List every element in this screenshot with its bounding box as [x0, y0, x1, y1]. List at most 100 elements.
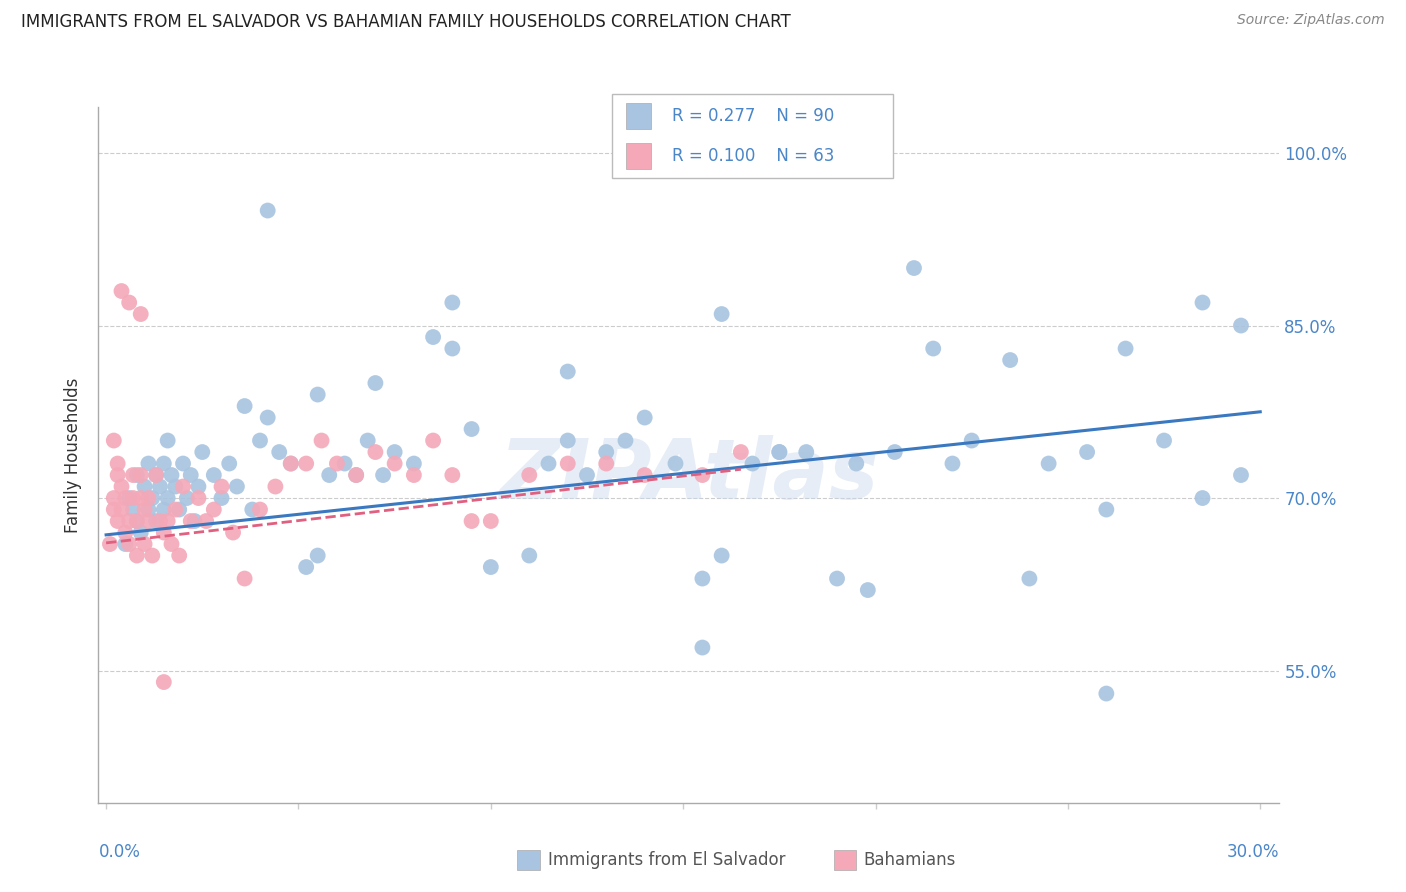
Point	[768, 445, 790, 459]
Point	[883, 445, 905, 459]
Point	[402, 468, 425, 483]
Point	[233, 572, 256, 586]
Point	[202, 502, 225, 516]
Point	[845, 457, 868, 471]
Point	[295, 457, 318, 471]
Point	[122, 468, 145, 483]
Point	[187, 479, 209, 493]
Point	[692, 572, 714, 586]
Point	[160, 537, 183, 551]
Point	[114, 537, 136, 551]
Point	[264, 479, 287, 493]
Point	[595, 445, 617, 459]
Point	[222, 525, 245, 540]
Point	[256, 410, 278, 425]
Point	[364, 445, 387, 459]
Point	[402, 457, 425, 471]
Point	[145, 468, 167, 483]
Point	[110, 502, 132, 516]
Point	[98, 537, 121, 551]
Point	[441, 295, 464, 310]
Point	[110, 479, 132, 493]
Point	[441, 342, 464, 356]
Point	[172, 479, 194, 493]
Point	[125, 514, 148, 528]
Point	[103, 491, 125, 505]
Point	[384, 445, 406, 459]
Point	[794, 445, 817, 459]
Point	[371, 468, 394, 483]
Text: 30.0%: 30.0%	[1227, 843, 1279, 861]
Point	[710, 307, 733, 321]
Point	[692, 468, 714, 483]
Point	[357, 434, 380, 448]
Point	[191, 445, 214, 459]
Point	[710, 549, 733, 563]
Point	[344, 468, 367, 483]
Point	[479, 514, 502, 528]
Point	[134, 479, 156, 493]
Point	[125, 468, 148, 483]
Point	[180, 514, 202, 528]
Point	[114, 525, 136, 540]
Point	[129, 307, 152, 321]
Point	[107, 468, 129, 483]
Text: IMMIGRANTS FROM EL SALVADOR VS BAHAMIAN FAMILY HOUSEHOLDS CORRELATION CHART: IMMIGRANTS FROM EL SALVADOR VS BAHAMIAN …	[21, 13, 790, 31]
Point	[122, 502, 145, 516]
Point	[1095, 502, 1118, 516]
Text: Immigrants from El Salvador: Immigrants from El Salvador	[548, 851, 786, 869]
Point	[557, 434, 579, 448]
Point	[129, 468, 152, 483]
Point	[134, 537, 156, 551]
Point	[176, 491, 198, 505]
Point	[153, 525, 176, 540]
Point	[1018, 572, 1040, 586]
Point	[153, 675, 176, 690]
Text: Bahamians: Bahamians	[863, 851, 956, 869]
Point	[634, 468, 657, 483]
Point	[156, 491, 179, 505]
Point	[998, 353, 1021, 368]
Point	[364, 376, 387, 390]
Point	[664, 457, 686, 471]
Text: ZIPAtlas: ZIPAtlas	[499, 435, 879, 516]
Point	[129, 491, 152, 505]
Point	[307, 387, 329, 401]
Point	[318, 468, 340, 483]
Point	[165, 479, 187, 493]
Point	[211, 479, 233, 493]
Point	[1095, 687, 1118, 701]
Point	[575, 468, 598, 483]
Point	[280, 457, 302, 471]
Point	[460, 514, 482, 528]
Point	[249, 434, 271, 448]
Point	[156, 434, 179, 448]
Point	[960, 434, 983, 448]
Point	[249, 502, 271, 516]
Point	[134, 502, 156, 516]
Point	[125, 514, 148, 528]
Point	[422, 330, 444, 344]
Point	[118, 295, 141, 310]
Point	[138, 502, 160, 516]
Point	[138, 457, 160, 471]
Point	[903, 260, 925, 275]
Point	[118, 537, 141, 551]
Point	[557, 365, 579, 379]
Text: R = 0.277    N = 90: R = 0.277 N = 90	[672, 107, 834, 125]
Point	[1038, 457, 1060, 471]
Point	[479, 560, 502, 574]
Point	[295, 560, 318, 574]
Point	[517, 549, 540, 563]
Point	[145, 468, 167, 483]
Point	[145, 514, 167, 528]
Point	[202, 468, 225, 483]
Point	[422, 434, 444, 448]
Point	[187, 491, 209, 505]
Point	[129, 525, 152, 540]
Point	[226, 479, 249, 493]
Point	[517, 468, 540, 483]
Point	[103, 502, 125, 516]
Point	[269, 445, 291, 459]
Point	[122, 491, 145, 505]
